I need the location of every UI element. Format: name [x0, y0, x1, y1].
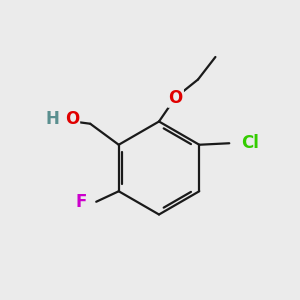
Text: Cl: Cl	[241, 134, 259, 152]
Text: O: O	[168, 88, 183, 106]
Text: O: O	[65, 110, 80, 128]
Text: F: F	[76, 193, 87, 211]
Text: H: H	[46, 110, 60, 128]
